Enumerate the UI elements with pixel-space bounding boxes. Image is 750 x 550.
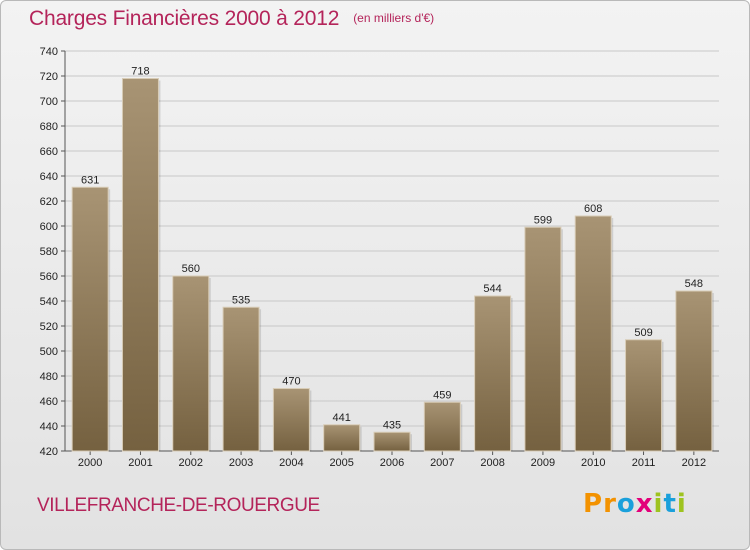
value-label: 631 (81, 174, 99, 186)
y-tick-label: 720 (40, 71, 58, 83)
bar-2006 (373, 431, 411, 452)
bar-2004 (272, 388, 310, 452)
bar-2009 (524, 226, 562, 452)
logo-letter: o (616, 489, 636, 519)
chart-subtitle: (en milliers d'€) (353, 11, 435, 25)
y-tick-label: 560 (40, 271, 58, 283)
value-label: 718 (131, 66, 149, 78)
value-label: 544 (483, 283, 501, 295)
y-tick-label: 500 (40, 346, 58, 358)
bar-2001 (121, 78, 159, 452)
y-tick-label: 540 (40, 296, 58, 308)
value-label: 441 (333, 412, 351, 424)
y-tick-label: 740 (40, 46, 58, 58)
y-tick-label: 660 (40, 146, 58, 158)
x-tick-label: 2011 (632, 457, 656, 469)
bars (71, 78, 714, 452)
logo-letter: i (676, 489, 687, 519)
value-label: 608 (584, 203, 602, 215)
bar-2002 (172, 275, 210, 452)
value-label: 509 (634, 327, 652, 339)
y-tick-label: 420 (40, 446, 58, 458)
value-label: 560 (182, 263, 200, 275)
bar-2010 (574, 215, 612, 452)
y-tick-label: 620 (40, 196, 58, 208)
x-tick-label: 2012 (682, 457, 706, 469)
bar-2012 (675, 290, 713, 452)
bar-2008 (474, 295, 512, 452)
x-tick-label: 2002 (179, 457, 203, 469)
labels: 420 440 460 480 500 520 540 560 580 600 620 640 660 6… (40, 46, 706, 469)
y-tick-label: 640 (40, 171, 58, 183)
y-tick-label: 440 (40, 421, 58, 433)
y-tick-label: 480 (40, 371, 58, 383)
bar-2007 (423, 401, 461, 452)
x-tick-label: 2006 (380, 457, 404, 469)
y-tick-label: 460 (40, 396, 58, 408)
y-tick-label: 580 (40, 246, 58, 258)
logo-letter: i (653, 489, 664, 519)
chart-title-text: Charges Financières 2000 à 2012 (29, 7, 340, 30)
x-tick-label: 2001 (128, 457, 152, 469)
chart-title: Charges Financières 2000 à 2012 (en milli… (29, 7, 434, 31)
x-tick-label: 2009 (531, 457, 555, 469)
value-label: 599 (534, 214, 552, 226)
logo-letter: x (635, 489, 654, 519)
x-tick-label: 2010 (581, 457, 605, 469)
value-label: 535 (232, 294, 250, 306)
bar-2005 (323, 424, 361, 452)
bar-2011 (625, 339, 663, 452)
proxiti-logo: Proxiti (583, 489, 687, 519)
value-label: 459 (433, 389, 451, 401)
x-tick-label: 2008 (480, 457, 504, 469)
bar-2000 (71, 186, 109, 452)
x-tick-label: 2005 (329, 457, 353, 469)
logo-letter: r (603, 489, 617, 519)
x-tick-label: 2003 (229, 457, 253, 469)
value-label: 435 (383, 419, 401, 431)
y-tick-label: 520 (40, 321, 58, 333)
city-name: VILLEFRANCHE-DE-ROUERGUE (37, 495, 320, 516)
grid (65, 50, 719, 452)
value-label: 548 (685, 278, 703, 290)
x-tick-label: 2004 (279, 457, 303, 469)
bar-2003 (222, 306, 260, 452)
value-label: 470 (282, 376, 300, 388)
logo-letter: P (583, 489, 604, 519)
x-tick-label: 2000 (78, 457, 102, 469)
logo-letter: t (663, 489, 677, 519)
y-tick-label: 600 (40, 221, 58, 233)
y-tick-label: 680 (40, 121, 58, 133)
y-tick-label: 700 (40, 96, 58, 108)
x-tick-label: 2007 (430, 457, 454, 469)
